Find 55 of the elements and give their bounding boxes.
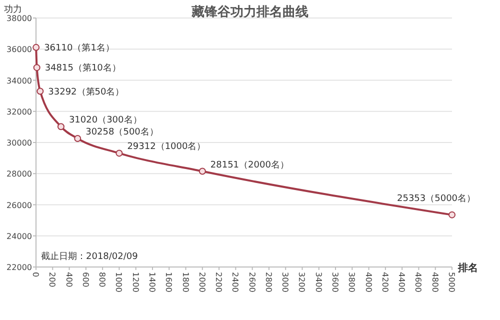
data-label: 34815（第10名） <box>44 62 121 74</box>
data-label: 30258（500名） <box>86 126 158 138</box>
y-tick-label: 34000 <box>6 76 32 86</box>
x-tick-label: 3400 <box>314 272 323 292</box>
point <box>74 134 82 142</box>
x-tick-label: 1800 <box>180 272 190 292</box>
x-tick-label: 3600 <box>330 272 340 292</box>
data-label: 25353（5000名） <box>397 192 476 204</box>
x-tick-label: 4800 <box>430 272 440 292</box>
x-tick-label: 4200 <box>380 272 390 292</box>
x-axis-title: 排名 <box>457 262 478 274</box>
x-tick-label: 1400 <box>147 272 156 292</box>
point <box>116 150 123 157</box>
data-label: 36110（第1名） <box>44 42 114 54</box>
point <box>32 44 40 51</box>
x-tick-label: 600 <box>80 272 90 288</box>
x-tick-label: 2800 <box>264 272 273 292</box>
x-tick-label: 200 <box>48 272 57 288</box>
x-tick-label: 3000 <box>280 272 290 292</box>
x-tick-label: 2400 <box>230 272 240 292</box>
x-tick-label: 800 <box>98 272 107 288</box>
point <box>36 88 44 95</box>
point <box>448 211 456 218</box>
data-label: 33292（第50名） <box>48 86 124 98</box>
y-tick-label: 22000 <box>6 263 32 272</box>
y-axis-title: 功力 <box>4 4 22 15</box>
x-tick-label: 400 <box>64 272 74 288</box>
y-tick-label: 30000 <box>6 138 32 148</box>
data-label: 29312（1000名） <box>127 141 206 152</box>
y-tick-label: 36000 <box>6 45 32 54</box>
x-tick-label: 4400 <box>397 272 406 292</box>
x-tick-label: 2600 <box>247 272 256 292</box>
data-label: 31020（300名） <box>68 114 142 126</box>
x-tick-label: 2200 <box>214 272 224 292</box>
x-tick-label: 0 <box>31 272 40 278</box>
y-tick-label: 26000 <box>6 200 32 210</box>
y-tick-label: 28000 <box>6 170 32 179</box>
x-tick-label: 4600 <box>414 272 423 292</box>
point <box>198 168 206 175</box>
x-tick-label: 5000 <box>447 272 456 292</box>
x-tick-label: 1200 <box>130 272 140 292</box>
x-tick-label: 1000 <box>114 272 124 292</box>
y-tick-label: 32000 <box>6 107 32 116</box>
point <box>33 64 40 72</box>
point <box>57 123 64 130</box>
x-tick-label: 4000 <box>364 272 373 292</box>
x-tick-label: 2000 <box>197 272 206 292</box>
x-tick-label: 3200 <box>297 272 306 292</box>
y-tick-label: 24000 <box>6 232 32 241</box>
y-tick-label: 38000 <box>6 14 32 23</box>
data-label: 28151（2000名） <box>210 159 289 170</box>
annotation: 截止日期：2018/02/09 <box>41 251 138 262</box>
x-tick-label: 1600 <box>164 272 174 292</box>
x-tick-label: 3800 <box>347 272 356 292</box>
chart-title: 藏锋谷功力排名曲线 <box>190 4 308 20</box>
